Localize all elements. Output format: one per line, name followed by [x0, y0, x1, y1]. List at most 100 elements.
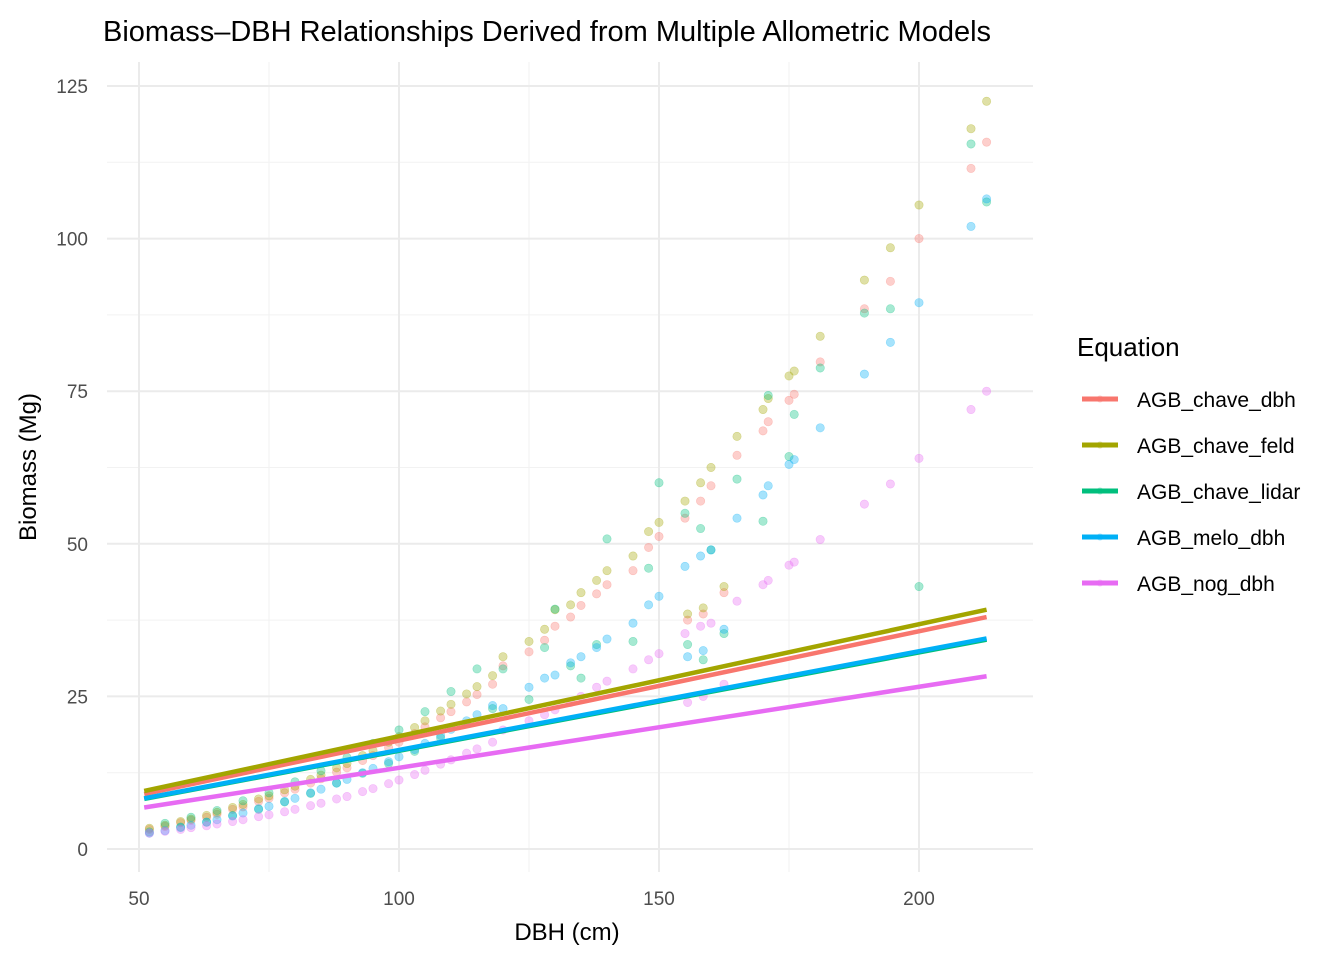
data-point [144, 828, 154, 838]
data-point [254, 804, 264, 814]
data-point [706, 545, 716, 555]
data-point [885, 479, 895, 489]
data-point [264, 791, 274, 801]
data-point [719, 629, 729, 639]
data-point [498, 652, 508, 662]
data-point [264, 810, 274, 820]
data-point [498, 661, 508, 671]
data-point [488, 679, 498, 689]
data-point [914, 200, 924, 210]
data-point [982, 137, 992, 147]
y-tick-label: 50 [67, 535, 88, 556]
data-point [420, 765, 430, 775]
data-point [758, 516, 768, 526]
data-point [982, 194, 992, 204]
data-point [160, 820, 170, 830]
data-point [859, 369, 869, 379]
data-point [602, 580, 612, 590]
data-point [238, 796, 248, 806]
data-point [815, 331, 825, 341]
data-point [472, 744, 482, 754]
data-point [550, 621, 560, 631]
data-point [815, 363, 825, 373]
data-point [524, 647, 534, 657]
data-point [966, 124, 976, 134]
fit-line-AGB_nog_dbh [143, 674, 987, 810]
data-point [316, 784, 326, 794]
data-point [176, 818, 186, 828]
data-point [394, 752, 404, 762]
legend-label: AGB_chave_lidar [1137, 481, 1300, 504]
data-point [683, 609, 693, 619]
data-point [732, 513, 742, 523]
chart-title: Biomass–DBH Relationships Derived from M… [103, 16, 991, 48]
data-point [758, 426, 768, 436]
data-point [696, 496, 706, 506]
data-point [228, 802, 238, 812]
data-point [472, 682, 482, 692]
data-point [680, 629, 690, 639]
data-point [462, 689, 472, 699]
data-point [228, 810, 238, 820]
data-point [566, 600, 576, 610]
data-point [602, 566, 612, 576]
legend: Equation AGB_chave_dbh AGB_chave_feld AGB_… [1077, 332, 1300, 596]
data-point [420, 707, 430, 717]
data-point [966, 221, 976, 231]
data-point [789, 557, 799, 567]
data-point [488, 704, 498, 714]
data-point [462, 697, 472, 707]
data-point [885, 337, 895, 347]
data-point [264, 793, 274, 803]
data-point [394, 775, 404, 785]
x-tick-label: 200 [903, 889, 935, 910]
data-point [706, 481, 716, 491]
data-point [202, 817, 212, 827]
data-point [212, 809, 222, 819]
data-point [238, 815, 248, 825]
x-tick-label: 100 [383, 889, 415, 910]
data-point [732, 431, 742, 441]
data-point [228, 811, 238, 821]
data-point [628, 551, 638, 561]
data-point [859, 308, 869, 318]
legend-item: AGB_chave_feld [1082, 435, 1295, 458]
data-point [186, 814, 196, 824]
data-point [859, 304, 869, 314]
legend-key-point [1096, 441, 1104, 449]
data-point [628, 566, 638, 576]
data-point [144, 828, 154, 838]
data-point [966, 139, 976, 149]
data-point [706, 462, 716, 472]
data-point [698, 646, 708, 656]
y-tick-label: 75 [67, 382, 88, 403]
data-point [290, 804, 300, 814]
data-point [966, 405, 976, 415]
data-point [784, 560, 794, 570]
data-point [160, 821, 170, 831]
data-point [602, 634, 612, 644]
legend-item: AGB_nog_dbh [1082, 573, 1275, 596]
data-point [758, 490, 768, 500]
data-point [680, 513, 690, 523]
y-tick-label: 125 [56, 77, 88, 98]
legend-label: AGB_chave_feld [1137, 435, 1295, 458]
data-point [566, 661, 576, 671]
data-point [784, 452, 794, 462]
data-point [628, 664, 638, 674]
legend-key-point [1096, 579, 1104, 587]
data-point [644, 542, 654, 552]
data-point [342, 792, 352, 802]
data-point [758, 580, 768, 590]
data-point [186, 820, 196, 830]
data-point [966, 163, 976, 173]
data-point [160, 826, 170, 836]
data-point [332, 794, 342, 804]
data-point [576, 600, 586, 610]
x-tick-label: 50 [128, 889, 149, 910]
y-tick-label: 0 [77, 840, 88, 861]
data-point [592, 682, 602, 692]
data-point [698, 609, 708, 619]
data-point [488, 701, 498, 711]
data-point [186, 812, 196, 822]
